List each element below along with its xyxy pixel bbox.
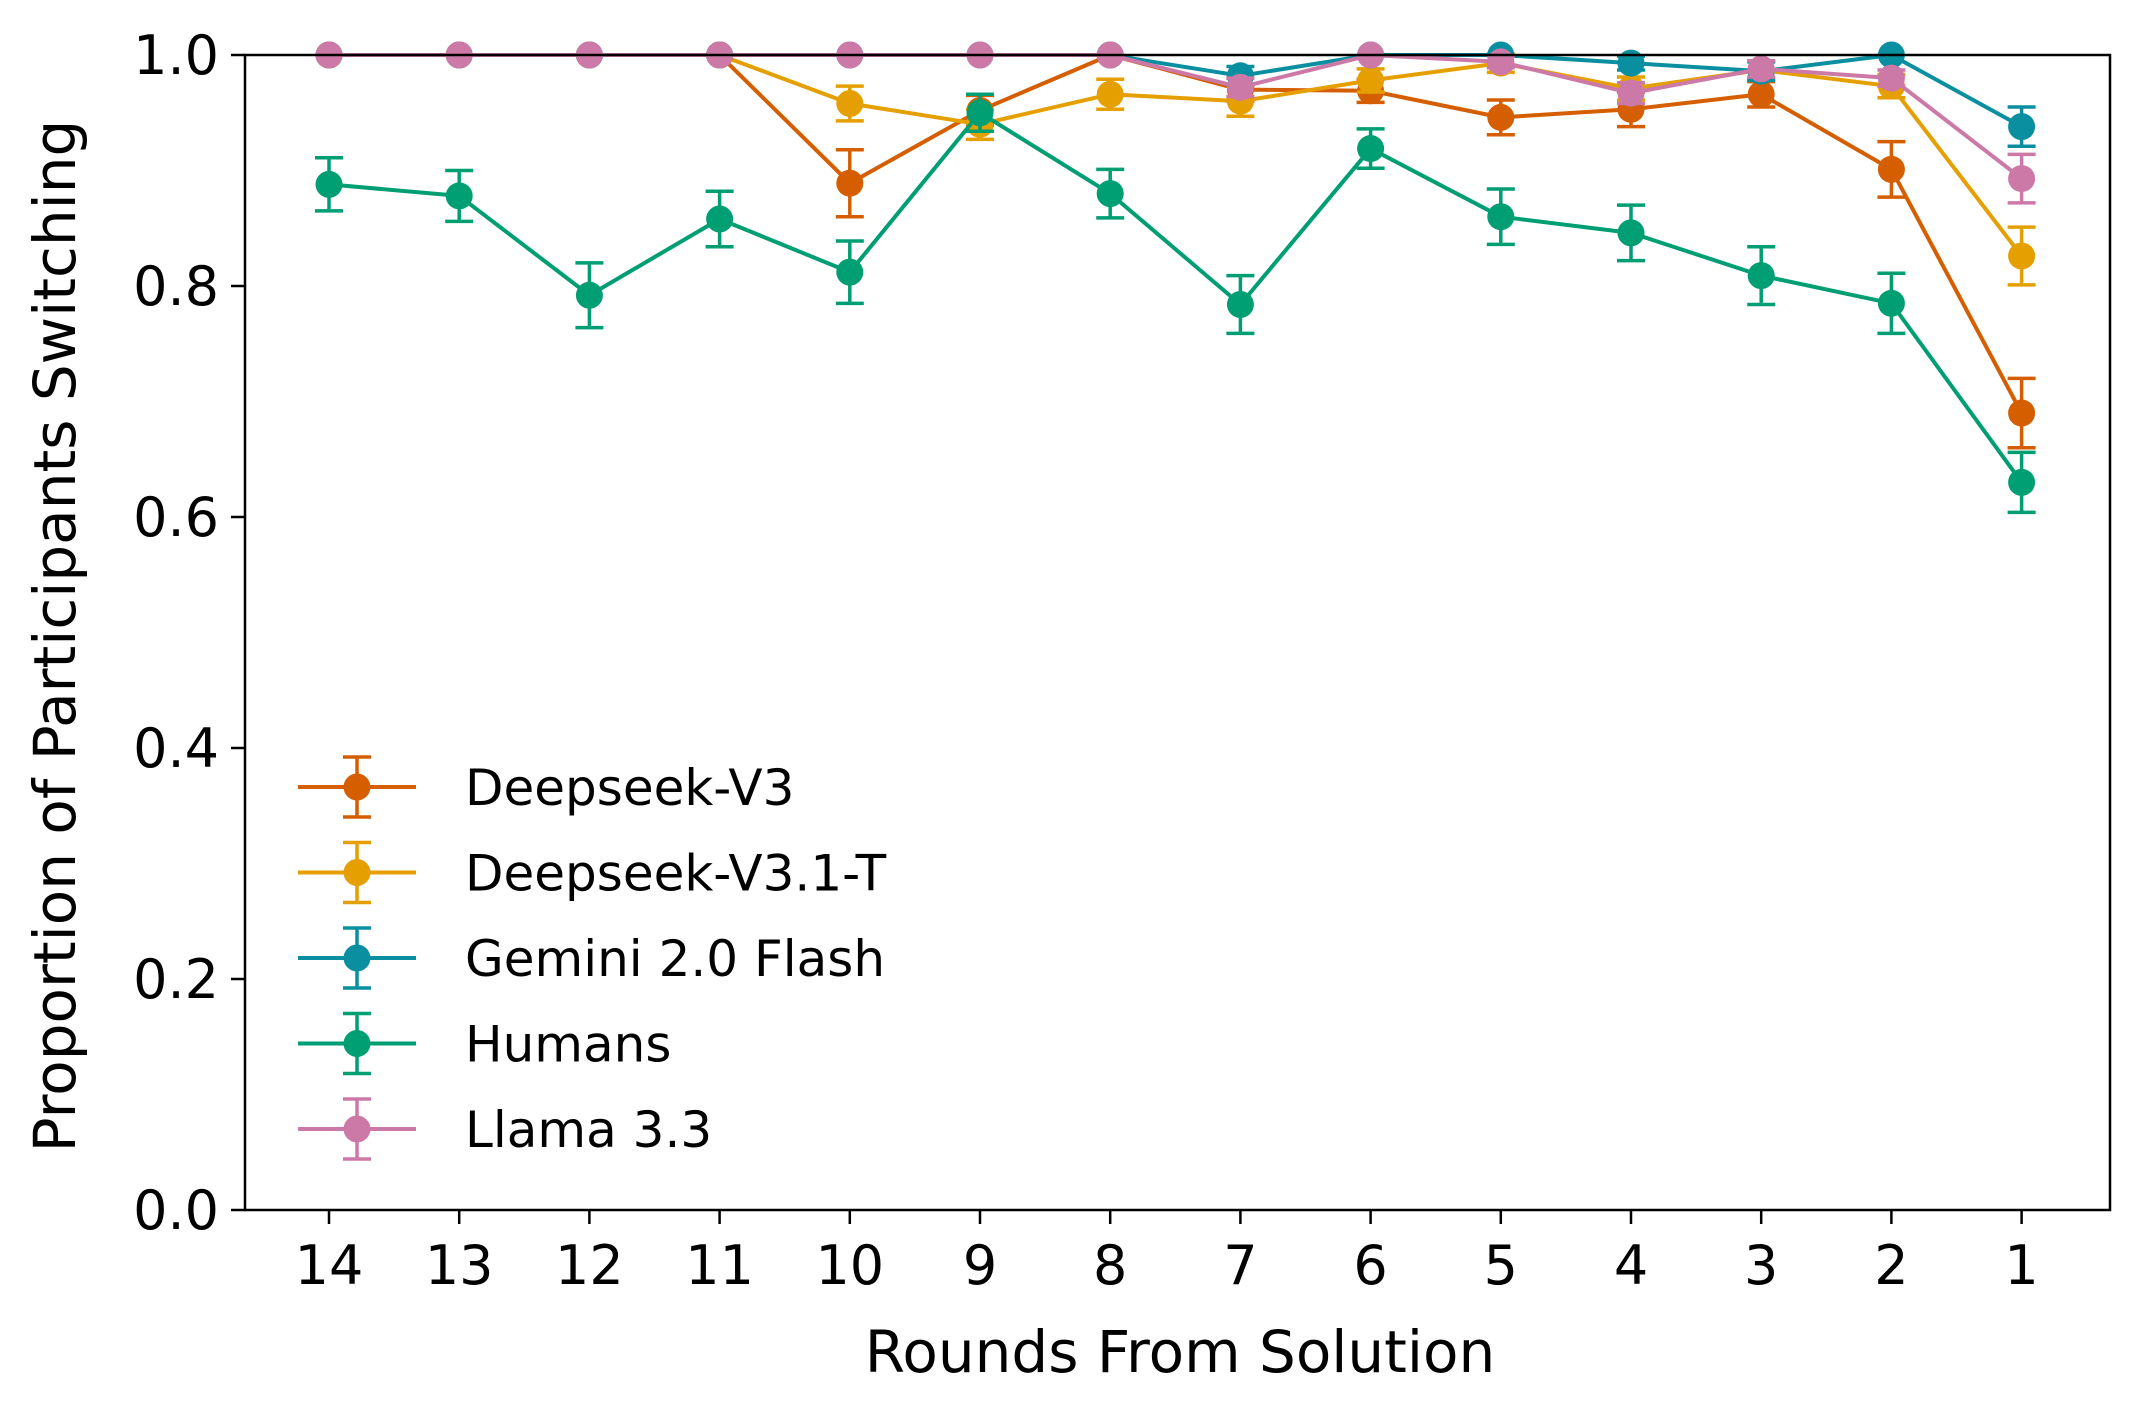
data-point bbox=[445, 182, 473, 210]
data-point bbox=[315, 170, 343, 198]
data-point bbox=[2008, 242, 2036, 270]
x-tick-label: 11 bbox=[685, 1234, 754, 1297]
y-tick-label: 0.2 bbox=[133, 948, 219, 1011]
data-point bbox=[1357, 66, 1385, 94]
data-point bbox=[1226, 73, 1254, 101]
y-tick-label: 1.0 bbox=[133, 24, 219, 87]
legend-label: Deepseek-V3.1-T bbox=[465, 845, 887, 903]
legend-entry: Humans bbox=[298, 1011, 671, 1076]
y-tick-label: 0.0 bbox=[133, 1179, 219, 1242]
data-point bbox=[836, 169, 864, 197]
plot-area bbox=[315, 41, 2036, 515]
data-point bbox=[2008, 165, 2036, 193]
x-tick-label: 7 bbox=[1223, 1234, 1257, 1297]
series-line bbox=[328, 110, 2024, 484]
data-point bbox=[2008, 399, 2036, 427]
data-point bbox=[1487, 103, 1515, 131]
y-tick-label: 0.8 bbox=[133, 255, 219, 318]
legend-entry: Deepseek-V3.1-T bbox=[298, 840, 887, 905]
axes: 0.0 0.2 0.4 0.6 0.8 1.0 14 13 12 11 10 9 8 7 6 5 4 3 2 1 bbox=[133, 24, 2112, 1297]
plot-frame bbox=[243, 53, 2112, 1212]
legend-entry: Llama 3.3 bbox=[298, 1097, 712, 1161]
y-tick-label: 0.6 bbox=[133, 486, 219, 549]
legend-marker bbox=[343, 859, 371, 886]
y-axis-title: Proportion of Participants Switching bbox=[21, 120, 89, 1153]
legend: Deepseek-V3 Deepseek-V3.1-T Gemini 2.0 Fla… bbox=[298, 755, 887, 1161]
data-point bbox=[1877, 64, 1905, 92]
x-tick-label: 6 bbox=[1353, 1234, 1387, 1297]
legend-marker bbox=[343, 1030, 371, 1057]
data-point bbox=[1747, 262, 1775, 290]
x-tick-label: 5 bbox=[1484, 1234, 1518, 1297]
x-tick-label: 13 bbox=[425, 1234, 494, 1297]
data-point bbox=[2008, 113, 2036, 141]
x-tick-label: 4 bbox=[1614, 1234, 1648, 1297]
data-point bbox=[1357, 135, 1385, 163]
y-tick-label: 0.4 bbox=[133, 717, 219, 780]
legend-label: Gemini 2.0 Flash bbox=[465, 930, 885, 988]
legend-marker bbox=[343, 773, 371, 801]
x-tick-label: 14 bbox=[295, 1234, 364, 1297]
legend-label: Llama 3.3 bbox=[465, 1101, 712, 1159]
x-tick-label: 8 bbox=[1093, 1234, 1127, 1297]
legend-marker bbox=[343, 1115, 371, 1143]
data-point bbox=[1747, 80, 1775, 108]
data-point bbox=[1617, 49, 1645, 77]
data-point bbox=[1096, 180, 1124, 208]
data-point bbox=[966, 99, 994, 127]
x-tick-label: 10 bbox=[815, 1234, 884, 1297]
legend-marker bbox=[343, 944, 371, 972]
legend-entry: Deepseek-V3 bbox=[298, 755, 794, 819]
series-llama-3-3 bbox=[315, 41, 2036, 205]
data-point bbox=[1226, 290, 1254, 318]
data-point bbox=[1617, 219, 1645, 247]
data-point bbox=[1877, 289, 1905, 317]
data-point bbox=[1747, 55, 1775, 83]
legend-label: Humans bbox=[465, 1016, 671, 1074]
x-tick-label: 12 bbox=[555, 1234, 624, 1297]
x-tick-label: 3 bbox=[1744, 1234, 1778, 1297]
data-point bbox=[1487, 48, 1515, 76]
data-point bbox=[1096, 80, 1124, 108]
data-point bbox=[1487, 203, 1515, 231]
data-point bbox=[706, 205, 734, 233]
data-point bbox=[575, 281, 603, 309]
x-tick-label: 1 bbox=[2004, 1234, 2038, 1297]
data-point bbox=[836, 90, 864, 118]
x-tick-label: 9 bbox=[963, 1234, 997, 1297]
data-point bbox=[836, 258, 864, 286]
legend-entry: Gemini 2.0 Flash bbox=[298, 926, 885, 990]
data-point bbox=[1877, 155, 1905, 183]
x-tick-label: 2 bbox=[1874, 1234, 1908, 1297]
data-point bbox=[1617, 79, 1645, 107]
x-axis-title: Rounds From Solution bbox=[865, 1318, 1496, 1386]
series-humans bbox=[315, 92, 2036, 515]
data-point bbox=[2008, 468, 2036, 496]
series-group bbox=[315, 41, 2036, 515]
legend-label: Deepseek-V3 bbox=[465, 759, 794, 817]
